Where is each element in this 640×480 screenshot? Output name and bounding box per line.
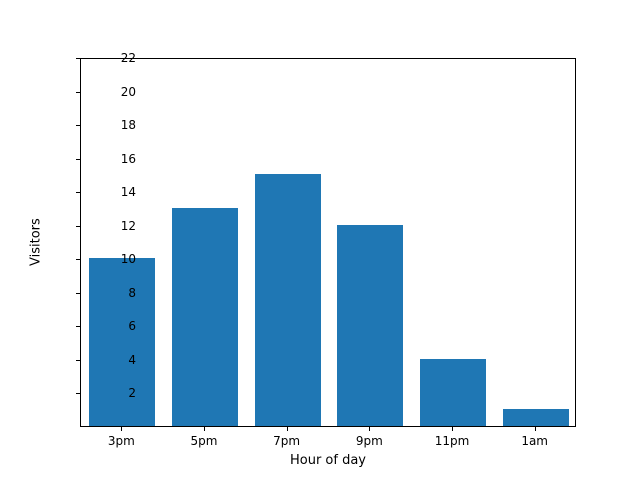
x-tick-mark — [452, 427, 453, 431]
y-tick-mark — [76, 393, 80, 395]
y-axis-label: Visitors — [28, 218, 44, 267]
x-tick-mark — [121, 427, 123, 431]
x-tick-label: 7pm — [273, 434, 301, 448]
bar-5pm — [171, 207, 239, 426]
x-tick-label: 9pm — [355, 434, 383, 448]
y-tick-label: 6 — [128, 319, 136, 334]
x-tick-mark — [369, 427, 371, 431]
y-tick-label: 4 — [128, 352, 136, 367]
y-tick-mark — [76, 91, 80, 93]
x-tick-mark — [204, 427, 205, 431]
y-tick-mark — [76, 125, 80, 127]
y-tick-mark — [76, 225, 80, 227]
x-tick-mark — [286, 427, 288, 431]
plot-area — [80, 58, 576, 427]
y-tick-label: 8 — [128, 285, 136, 300]
x-tick-label: 11pm — [434, 434, 470, 448]
y-tick-label: 12 — [120, 218, 136, 233]
y-tick-mark — [76, 359, 80, 361]
x-axis-label: Hour of day — [289, 453, 367, 468]
y-tick-mark — [76, 259, 80, 261]
y-tick-mark — [76, 292, 80, 294]
y-tick-label: 22 — [120, 51, 136, 65]
bar-3pm — [89, 258, 156, 426]
x-tick-label: 5pm — [190, 434, 218, 448]
y-tick-label: 10 — [120, 252, 136, 267]
y-tick-label: 2 — [128, 386, 136, 401]
y-tick-label: 20 — [120, 84, 136, 99]
y-tick-mark — [76, 58, 80, 59]
x-tick-label: 1am — [521, 434, 548, 448]
y-tick-label: 18 — [120, 118, 136, 133]
y-tick-label: 14 — [120, 185, 136, 200]
bar-7pm — [254, 174, 321, 426]
bar-9pm — [337, 224, 404, 426]
y-tick-mark — [76, 192, 80, 194]
bar-11pm — [419, 358, 487, 426]
x-tick-label: 3pm — [107, 434, 135, 448]
y-tick-mark — [76, 158, 80, 160]
x-tick-mark — [534, 427, 536, 431]
y-tick-mark — [76, 326, 80, 328]
bar-1am — [502, 409, 569, 426]
y-tick-label: 16 — [120, 151, 136, 166]
